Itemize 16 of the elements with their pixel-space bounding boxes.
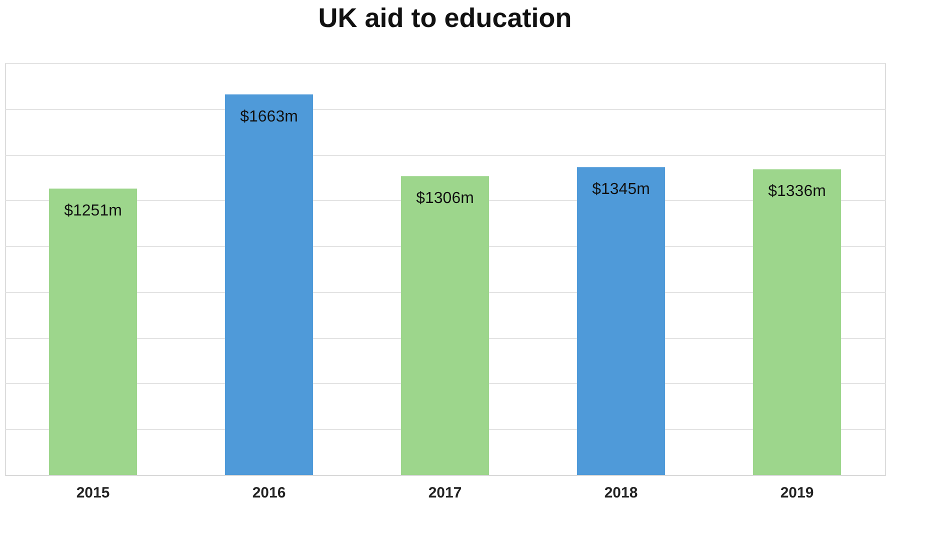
x-tick-label: 2018 [604, 484, 638, 502]
chart-title: UK aid to education [318, 3, 572, 33]
bar [49, 188, 137, 475]
data-label: $1663m [240, 108, 298, 126]
data-label: $1336m [768, 183, 826, 200]
bar [753, 169, 841, 475]
bar [225, 94, 313, 475]
data-label: $1345m [592, 181, 650, 198]
bar [577, 167, 665, 475]
data-label: $1306m [416, 190, 474, 208]
x-tick-label: 2015 [76, 484, 110, 502]
x-tick-label: 2016 [252, 484, 286, 502]
data-label: $1251m [64, 202, 122, 220]
x-tick-label: 2019 [780, 484, 814, 502]
bar [401, 176, 489, 475]
x-tick-label: 2017 [428, 484, 462, 502]
